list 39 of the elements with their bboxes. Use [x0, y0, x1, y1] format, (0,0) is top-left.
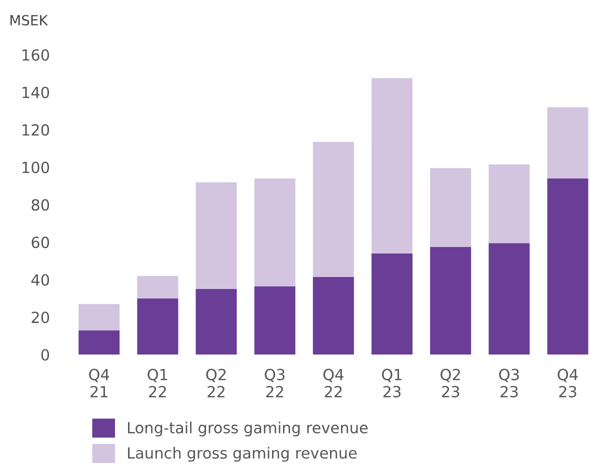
bar — [547, 107, 588, 178]
y-tick-label: 40 — [31, 274, 50, 286]
bar — [137, 276, 178, 298]
bar — [254, 178, 296, 286]
bar — [547, 178, 588, 355]
legend-label: Launch gross gaming revenue — [128, 446, 357, 462]
bar — [372, 253, 413, 355]
bar — [488, 164, 530, 244]
x-tick-label: Q4 22 — [323, 368, 344, 398]
bar — [196, 182, 237, 290]
bar — [312, 142, 354, 277]
y-tick-label: 100 — [22, 162, 50, 174]
y-tick-label: 0 — [41, 349, 50, 361]
x-tick-label: Q3 22 — [264, 368, 284, 398]
y-tick-label: 120 — [22, 124, 50, 136]
y-tick-label: 20 — [32, 312, 50, 324]
y-tick-label: 80 — [32, 199, 50, 211]
bar — [78, 304, 120, 330]
bar — [78, 330, 120, 355]
bar — [312, 276, 354, 355]
bar — [488, 243, 530, 355]
y-tick-label: 140 — [22, 86, 50, 98]
bar — [372, 78, 413, 254]
x-tick-label: Q3 23 — [499, 368, 519, 398]
bar — [430, 246, 472, 355]
x-tick-label: Q1 23 — [382, 368, 402, 398]
bar — [196, 289, 237, 355]
y-tick-label: 160 — [22, 49, 50, 61]
bar — [430, 168, 472, 247]
x-tick-label: Q2 23 — [440, 368, 460, 398]
x-tick-label: Q2 22 — [206, 368, 226, 398]
y-axis-title: MSEK — [10, 14, 48, 26]
legend-label: Long-tail gross gaming revenue — [128, 422, 368, 436]
x-tick-label: Q4 21 — [89, 368, 110, 398]
x-tick-label: Q1 22 — [148, 368, 168, 398]
x-tick-label: Q4 23 — [558, 368, 578, 398]
bar — [254, 286, 296, 355]
bar — [137, 298, 178, 355]
y-tick-label: 60 — [32, 236, 50, 248]
